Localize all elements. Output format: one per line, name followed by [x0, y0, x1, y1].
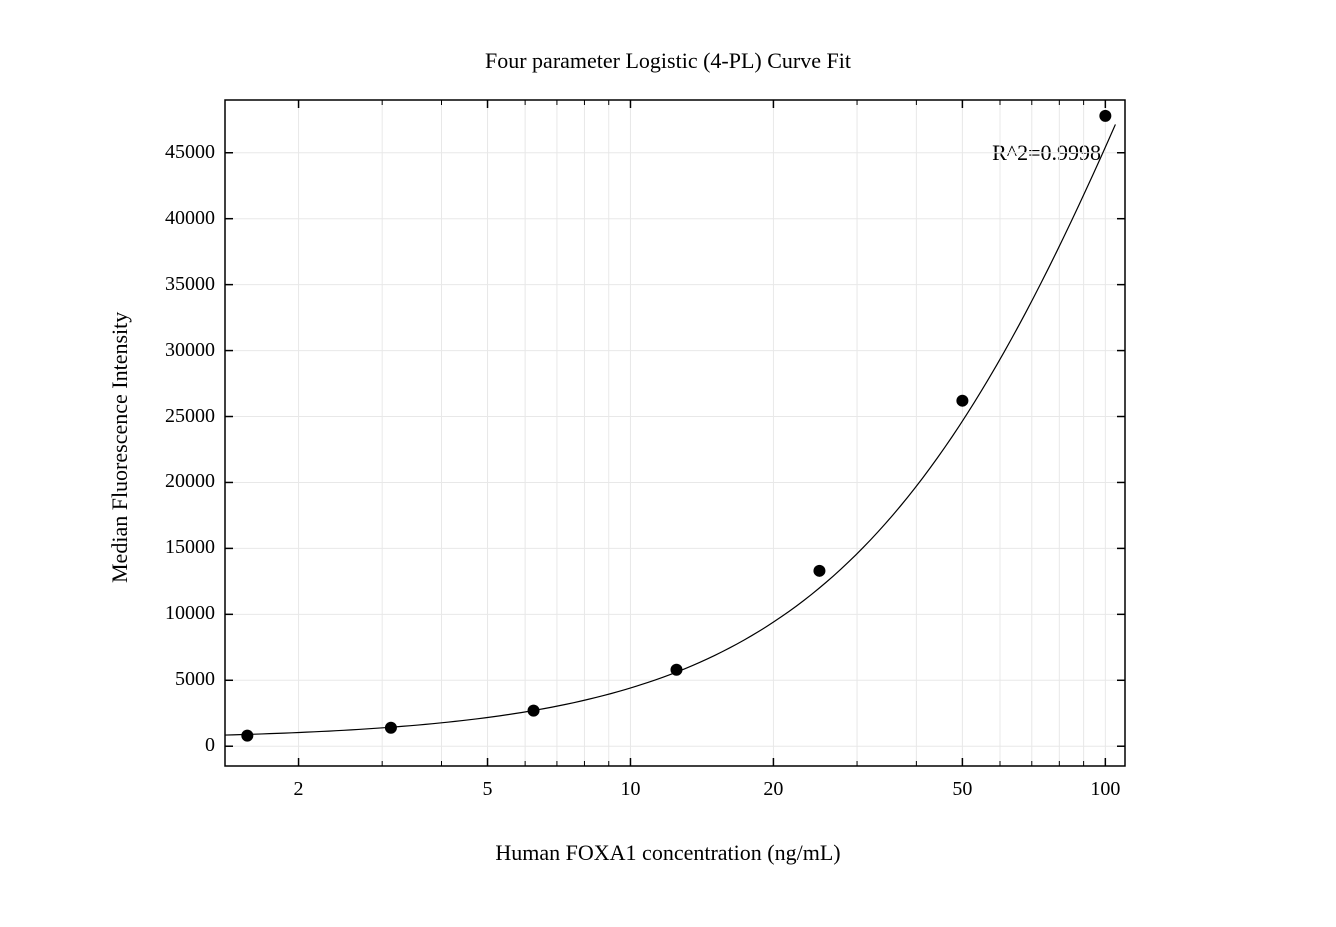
y-tick-label: 45000 [125, 141, 215, 164]
chart-svg [0, 0, 1336, 927]
y-tick-label: 20000 [125, 470, 215, 493]
y-tick-label: 35000 [125, 273, 215, 296]
y-tick-label: 25000 [125, 405, 215, 428]
y-tick-label: 10000 [125, 602, 215, 625]
chart-container: Four parameter Logistic (4-PL) Curve Fit… [0, 0, 1336, 927]
y-tick-label: 5000 [125, 668, 215, 691]
x-tick-label: 10 [600, 778, 660, 801]
y-tick-label: 0 [125, 734, 215, 757]
y-tick-label: 40000 [125, 207, 215, 230]
x-tick-label: 5 [458, 778, 518, 801]
x-tick-label: 2 [269, 778, 329, 801]
y-tick-label: 30000 [125, 339, 215, 362]
y-tick-label: 15000 [125, 536, 215, 559]
x-tick-label: 100 [1075, 778, 1135, 801]
x-tick-label: 20 [743, 778, 803, 801]
x-tick-label: 50 [932, 778, 992, 801]
